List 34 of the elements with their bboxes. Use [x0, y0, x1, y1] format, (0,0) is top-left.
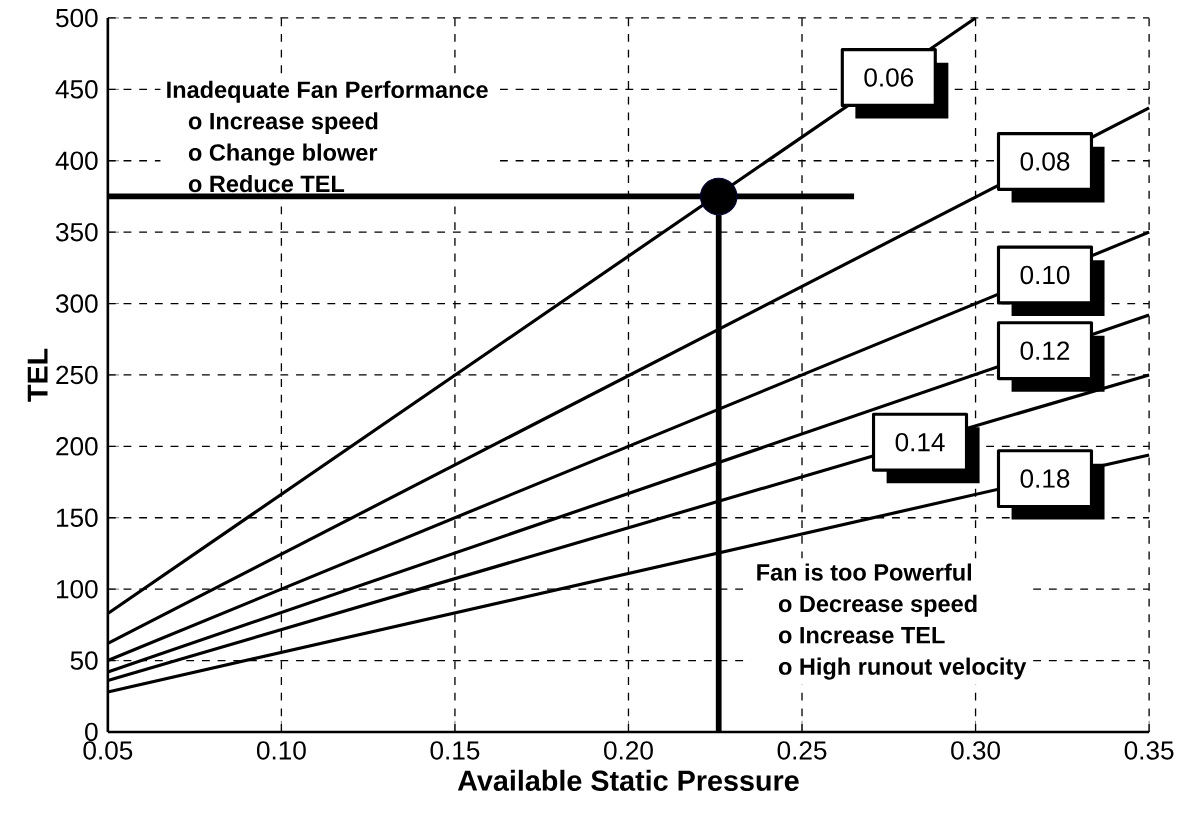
y-tick-label: 300: [55, 294, 98, 313]
y-tick-label: 50: [70, 651, 98, 670]
x-tick-label: 0.20: [604, 741, 653, 760]
y-tick-label: 400: [55, 151, 98, 170]
y-tick-label: 100: [57, 579, 98, 599]
x-tick-label: 0.25: [777, 741, 827, 760]
annotation: o Change blower: [188, 143, 378, 166]
series-label: 0.06: [864, 68, 914, 87]
annotation: Fan is too Powerful: [757, 563, 972, 581]
y-tick-label: 450: [55, 80, 98, 99]
y-tick-label: 500: [56, 8, 98, 28]
y-tick-label: 200: [56, 437, 98, 456]
series-label: 0.10: [1020, 265, 1070, 285]
x-tick-label: 0.15: [430, 741, 480, 760]
x-tick-label: 0.05: [83, 741, 133, 760]
annotation: Inadequate Fan Performance: [167, 80, 488, 103]
x-tick-label: 0.30: [951, 741, 1000, 760]
series-label: 0.08: [1020, 152, 1070, 171]
x-tick-label: 0.10: [256, 741, 306, 760]
x-tick-label: 0.35: [1124, 741, 1174, 760]
y-tick-label: 350: [55, 222, 98, 242]
annotation: o High runout velocity: [778, 657, 1027, 680]
annotation: o Reduce TEL: [188, 174, 345, 193]
y-axis-title: TEL: [27, 348, 48, 402]
series-label: 0.14: [895, 432, 945, 452]
y-tick-label: 250: [56, 365, 98, 385]
annotation: o Increase speed: [188, 112, 378, 135]
legend-label: 0.12: [1020, 341, 1070, 360]
y-tick-label: 0: [85, 722, 98, 742]
annotation: o Increase TEL: [778, 626, 945, 644]
annotation: o Decrease speed: [778, 594, 977, 617]
y-tick-label: 150: [57, 508, 98, 527]
series-label: 0.18: [1020, 469, 1070, 488]
x-axis-title: Available Static Pressure: [457, 769, 799, 791]
